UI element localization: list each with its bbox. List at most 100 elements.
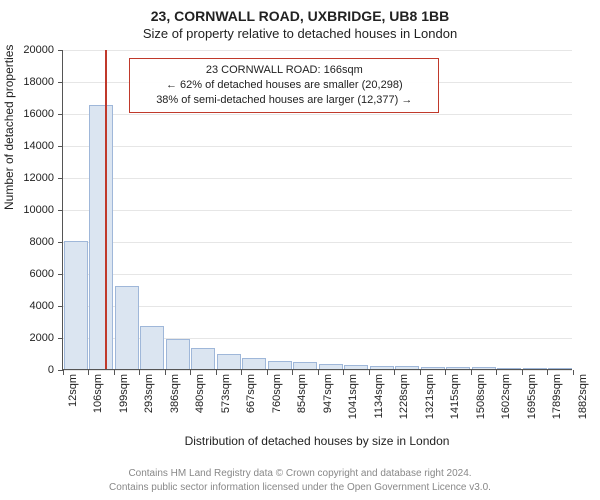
x-axis-ticks: 12sqm106sqm199sqm293sqm386sqm480sqm573sq… — [62, 370, 572, 434]
y-tick-mark — [58, 274, 63, 275]
y-tick-label: 18000 — [23, 76, 54, 88]
x-tick-mark — [292, 370, 293, 375]
histogram-bar — [497, 368, 521, 369]
x-axis-label: Distribution of detached houses by size … — [62, 434, 572, 448]
x-tick-mark — [369, 370, 370, 375]
y-tick-mark — [58, 114, 63, 115]
histogram-bar — [89, 105, 113, 369]
gridline — [63, 178, 572, 179]
x-tick-label: 1134sqm — [373, 374, 385, 418]
x-tick-mark — [165, 370, 166, 375]
histogram-bar — [191, 348, 215, 369]
annotation-line: 38% of semi-detached houses are larger (… — [138, 93, 430, 108]
y-tick-mark — [58, 306, 63, 307]
histogram-bar — [268, 361, 292, 369]
y-tick-label: 8000 — [30, 236, 54, 248]
histogram-bar — [344, 365, 368, 369]
gridline — [63, 114, 572, 115]
gridline — [63, 242, 572, 243]
x-tick-label: 12sqm — [67, 374, 79, 407]
plot-area: 23 CORNWALL ROAD: 166sqm← 62% of detache… — [62, 50, 572, 370]
histogram-bar — [115, 286, 139, 369]
x-tick-label: 667sqm — [245, 374, 257, 413]
histogram-bar — [548, 368, 572, 369]
histogram-bar — [472, 367, 496, 369]
x-tick-label: 760sqm — [271, 374, 283, 413]
property-marker-line — [105, 50, 107, 369]
x-tick-label: 854sqm — [296, 374, 308, 413]
x-tick-label: 1789sqm — [551, 374, 563, 419]
x-tick-label: 480sqm — [194, 374, 206, 413]
chart-subtitle: Size of property relative to detached ho… — [0, 26, 600, 41]
y-tick-mark — [58, 242, 63, 243]
gridline — [63, 50, 572, 51]
x-tick-mark — [445, 370, 446, 375]
y-tick-label: 2000 — [30, 332, 54, 344]
histogram-bar — [395, 366, 419, 369]
y-tick-mark — [58, 210, 63, 211]
gridline — [63, 306, 572, 307]
x-tick-label: 1882sqm — [577, 374, 589, 419]
y-tick-label: 12000 — [23, 172, 54, 184]
gridline — [63, 274, 572, 275]
annotation-line: 23 CORNWALL ROAD: 166sqm — [138, 63, 430, 78]
chart-title: 23, CORNWALL ROAD, UXBRIDGE, UB8 1BB — [0, 0, 600, 24]
x-tick-mark — [63, 370, 64, 375]
y-tick-mark — [58, 82, 63, 83]
x-tick-mark — [114, 370, 115, 375]
x-tick-label: 947sqm — [322, 374, 334, 413]
x-tick-mark — [241, 370, 242, 375]
attribution-text: Contains HM Land Registry data © Crown c… — [0, 467, 600, 494]
x-tick-mark — [496, 370, 497, 375]
y-axis-ticks: 0200040006000800010000120001400016000180… — [0, 50, 58, 370]
x-tick-label: 1415sqm — [449, 374, 461, 419]
x-tick-mark — [190, 370, 191, 375]
attribution-line-1: Contains HM Land Registry data © Crown c… — [0, 467, 600, 481]
x-tick-mark — [522, 370, 523, 375]
y-tick-label: 0 — [48, 364, 54, 376]
x-tick-mark — [216, 370, 217, 375]
x-tick-mark — [139, 370, 140, 375]
histogram-bar — [217, 354, 241, 369]
y-tick-label: 6000 — [30, 268, 54, 280]
x-tick-mark — [343, 370, 344, 375]
gridline — [63, 146, 572, 147]
x-tick-mark — [573, 370, 574, 375]
histogram-bar — [242, 358, 266, 369]
y-tick-mark — [58, 338, 63, 339]
x-tick-mark — [318, 370, 319, 375]
histogram-bar — [64, 241, 88, 369]
x-tick-label: 1041sqm — [347, 374, 359, 419]
x-tick-label: 1602sqm — [500, 374, 512, 419]
histogram-bar — [446, 367, 470, 369]
histogram-bar — [523, 368, 547, 369]
histogram-bar — [166, 339, 190, 369]
x-tick-label: 573sqm — [220, 374, 232, 413]
x-tick-mark — [471, 370, 472, 375]
x-tick-mark — [547, 370, 548, 375]
y-tick-label: 4000 — [30, 300, 54, 312]
x-tick-mark — [88, 370, 89, 375]
x-tick-label: 1695sqm — [526, 374, 538, 419]
x-tick-mark — [267, 370, 268, 375]
histogram-bar — [421, 367, 445, 369]
x-tick-label: 386sqm — [169, 374, 181, 413]
annotation-line: ← 62% of detached houses are smaller (20… — [138, 78, 430, 93]
x-tick-label: 1508sqm — [475, 374, 487, 419]
y-tick-mark — [58, 146, 63, 147]
attribution-line-2: Contains public sector information licen… — [0, 481, 600, 495]
x-tick-label: 1228sqm — [398, 374, 410, 419]
y-tick-mark — [58, 178, 63, 179]
histogram-bar — [319, 364, 343, 369]
histogram-bar — [370, 366, 394, 369]
x-tick-label: 1321sqm — [424, 374, 436, 419]
gridline — [63, 210, 572, 211]
y-tick-label: 20000 — [23, 44, 54, 56]
y-tick-label: 16000 — [23, 108, 54, 120]
x-tick-mark — [420, 370, 421, 375]
histogram-bar — [293, 362, 317, 369]
x-tick-label: 199sqm — [118, 374, 130, 413]
x-tick-label: 106sqm — [92, 374, 104, 413]
annotation-box: 23 CORNWALL ROAD: 166sqm← 62% of detache… — [129, 58, 439, 113]
x-tick-mark — [394, 370, 395, 375]
